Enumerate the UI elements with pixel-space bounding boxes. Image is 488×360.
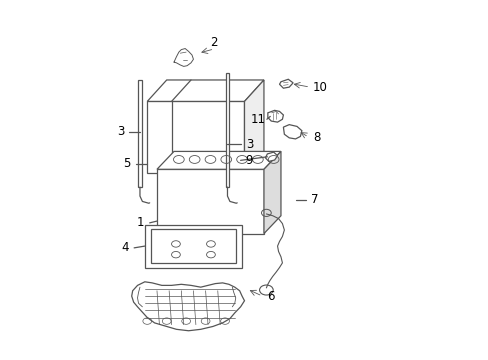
- Text: 5: 5: [123, 157, 130, 170]
- Text: 1: 1: [136, 216, 143, 229]
- Polygon shape: [157, 152, 281, 169]
- Text: 7: 7: [311, 193, 318, 206]
- Text: 9: 9: [245, 154, 253, 167]
- Polygon shape: [283, 125, 301, 139]
- Polygon shape: [244, 80, 264, 173]
- Polygon shape: [147, 102, 244, 173]
- Polygon shape: [138, 80, 142, 187]
- Polygon shape: [264, 152, 281, 234]
- Polygon shape: [131, 282, 244, 331]
- Polygon shape: [144, 225, 242, 267]
- Text: 8: 8: [313, 131, 321, 144]
- Polygon shape: [225, 73, 229, 187]
- Text: 11: 11: [250, 113, 265, 126]
- Polygon shape: [157, 169, 264, 234]
- Text: 2: 2: [210, 36, 218, 49]
- Polygon shape: [265, 152, 277, 161]
- Text: 10: 10: [312, 81, 326, 94]
- Polygon shape: [267, 111, 283, 122]
- Text: 3: 3: [245, 138, 252, 151]
- Text: 4: 4: [122, 241, 129, 255]
- Text: 3: 3: [117, 125, 124, 138]
- Polygon shape: [147, 80, 264, 102]
- Polygon shape: [279, 79, 292, 88]
- Text: 6: 6: [267, 289, 274, 303]
